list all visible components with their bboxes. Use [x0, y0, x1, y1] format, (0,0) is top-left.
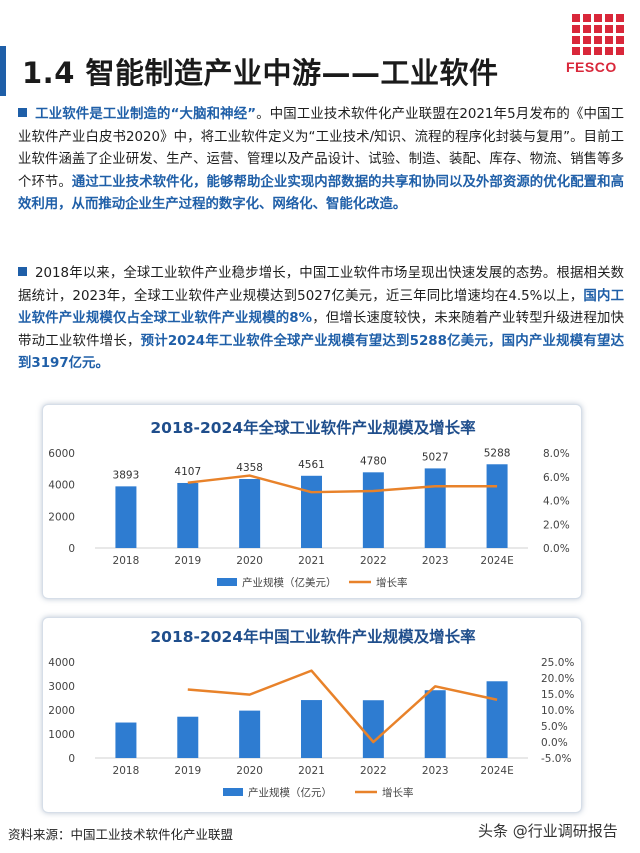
y-tick-right: 20.0%: [541, 673, 574, 685]
y-tick-right: 0.0%: [543, 543, 570, 555]
legend-line-label: 增长率: [376, 576, 408, 589]
page-title: 1.4 智能制造产业中游——工业软件: [22, 56, 499, 90]
y-tick-left: 4000: [48, 657, 75, 669]
y-tick-left: 1000: [48, 729, 75, 741]
logo-text: FESCO: [566, 59, 617, 75]
bar-data-label: 4561: [298, 459, 325, 471]
bar: [362, 472, 384, 548]
paragraph-segment: 2018年以来，全球工业软件产业稳步增长，中国工业软件市场呈现出快速发展的态势。…: [18, 266, 624, 304]
bar: [115, 722, 137, 758]
legend-bar-swatch: [217, 578, 237, 586]
source-note: 资料来源：中国工业技术软件化产业联盟: [8, 827, 234, 842]
bar-data-label: 5288: [484, 447, 511, 459]
y-tick-right: 5.0%: [541, 721, 568, 733]
y-tick-right: -5.0%: [541, 753, 571, 765]
y-tick-left: 6000: [48, 448, 75, 460]
china-chart-card: 2018-2024年中国工业软件产业规模及增长率 0 1000 2000 3000 400…: [42, 617, 582, 813]
x-tick-label: 2023: [422, 555, 449, 567]
title-accent-bar: [0, 46, 6, 96]
y-tick-right: 25.0%: [541, 657, 574, 669]
x-tick-label: 2020: [236, 765, 263, 777]
y-tick-left: 2000: [48, 511, 75, 523]
bar: [301, 700, 322, 758]
bar: [239, 478, 261, 548]
y-tick-right: 6.0%: [543, 472, 570, 484]
y-tick-left: 0: [68, 753, 75, 765]
x-tick-label: 2021: [298, 555, 325, 567]
x-tick-label: 2024E: [480, 555, 513, 567]
bullet-square-icon: [18, 108, 27, 117]
x-tick-label: 2019: [174, 765, 201, 777]
paragraph-segment: 预计2024年工业软件全球产业规模有望达到5288亿美元，国内产业规模有望达到3…: [18, 333, 624, 372]
global-software-chart: 2018-2024年全球工业软件产业规模及增长率 0 2000 4000 6000 0.0…: [48, 418, 570, 589]
bar: [486, 681, 508, 758]
bar-data-label: 3893: [113, 469, 140, 481]
chart-title: 2018-2024年中国工业软件产业规模及增长率: [150, 627, 476, 646]
bar: [301, 475, 322, 548]
y-tick-right: 15.0%: [541, 689, 574, 701]
x-tick-label: 2018: [113, 555, 140, 567]
logo-grid-icon: [572, 14, 632, 55]
y-tick-right: 2.0%: [543, 519, 570, 531]
bar: [239, 710, 261, 758]
paragraph-segment: ，但增长速度较快，未来随着产业转型升级进程加快带动工业软件增长，: [18, 311, 625, 349]
bar: [424, 468, 446, 548]
x-tick-label: 2022: [360, 765, 387, 777]
paragraph-2: 2018年以来，全球工业软件产业稳步增长，中国工业软件市场呈现出快速发展的态势。…: [18, 263, 624, 376]
y-tick-left: 4000: [48, 480, 75, 492]
paragraph-segment: 。中国工业技术软件化产业联盟在2021年5月发布的《中国工业软件产业白皮书202…: [18, 107, 624, 190]
global-chart-card: 2018-2024年全球工业软件产业规模及增长率 0 2000 4000 6000 0.0…: [42, 404, 582, 599]
bar: [177, 482, 199, 548]
bullet-square-icon: [18, 267, 27, 276]
y-tick-left: 3000: [48, 681, 75, 693]
x-tick-label: 2020: [236, 555, 263, 567]
x-tick-label: 2022: [360, 555, 387, 567]
growth-rate-line: [187, 474, 498, 494]
x-tick-label: 2023: [422, 765, 449, 777]
chart-title: 2018-2024年全球工业软件产业规模及增长率: [150, 418, 476, 437]
paragraph-1: 工业软件是工业制造的“大脑和神经”。中国工业技术软件化产业联盟在2021年5月发…: [18, 104, 624, 217]
y-tick-left: 0: [68, 543, 75, 555]
paragraph-segment: 工业软件是工业制造的“大脑和神经”: [35, 107, 257, 122]
y-tick-right: 4.0%: [543, 496, 570, 508]
paragraph-segment: 通过工业技术软件化，能够帮助企业实现内部数据的共享和协同以及外部资源的优化配置和…: [18, 174, 624, 213]
bar-data-label: 4780: [360, 455, 387, 467]
bar: [424, 690, 446, 758]
y-tick-right: 0.0%: [541, 737, 568, 749]
bar: [362, 700, 384, 758]
x-tick-label: 2019: [174, 555, 201, 567]
y-tick-right: 10.0%: [541, 705, 574, 717]
y-tick-right: 8.0%: [543, 448, 570, 460]
paragraph-segment: 国内工业软件产业规模仅占全球工业软件产业规模的8%: [18, 288, 624, 327]
x-tick-label: 2018: [113, 765, 140, 777]
bar-data-label: 5027: [422, 451, 449, 463]
x-tick-label: 2024E: [480, 765, 513, 777]
growth-rate-line: [187, 669, 498, 744]
x-tick-label: 2021: [298, 765, 325, 777]
bar-data-label: 4358: [236, 462, 263, 474]
china-software-chart: 2018-2024年中国工业软件产业规模及增长率 0 1000 2000 3000 400…: [48, 627, 574, 799]
legend-bar-swatch: [223, 788, 243, 796]
bar: [177, 716, 199, 758]
bar: [486, 464, 508, 548]
watermark: 头条 @行业调研报告: [478, 822, 618, 840]
bar-data-label: 4107: [174, 466, 201, 478]
fesco-logo: FESCO: [566, 14, 632, 75]
y-tick-left: 2000: [48, 705, 75, 717]
bar: [115, 486, 137, 548]
legend-line-label: 增长率: [382, 786, 414, 799]
legend-bar-label: 产业规模（亿元）: [248, 786, 332, 799]
legend-bar-label: 产业规模（亿美元）: [242, 576, 337, 589]
